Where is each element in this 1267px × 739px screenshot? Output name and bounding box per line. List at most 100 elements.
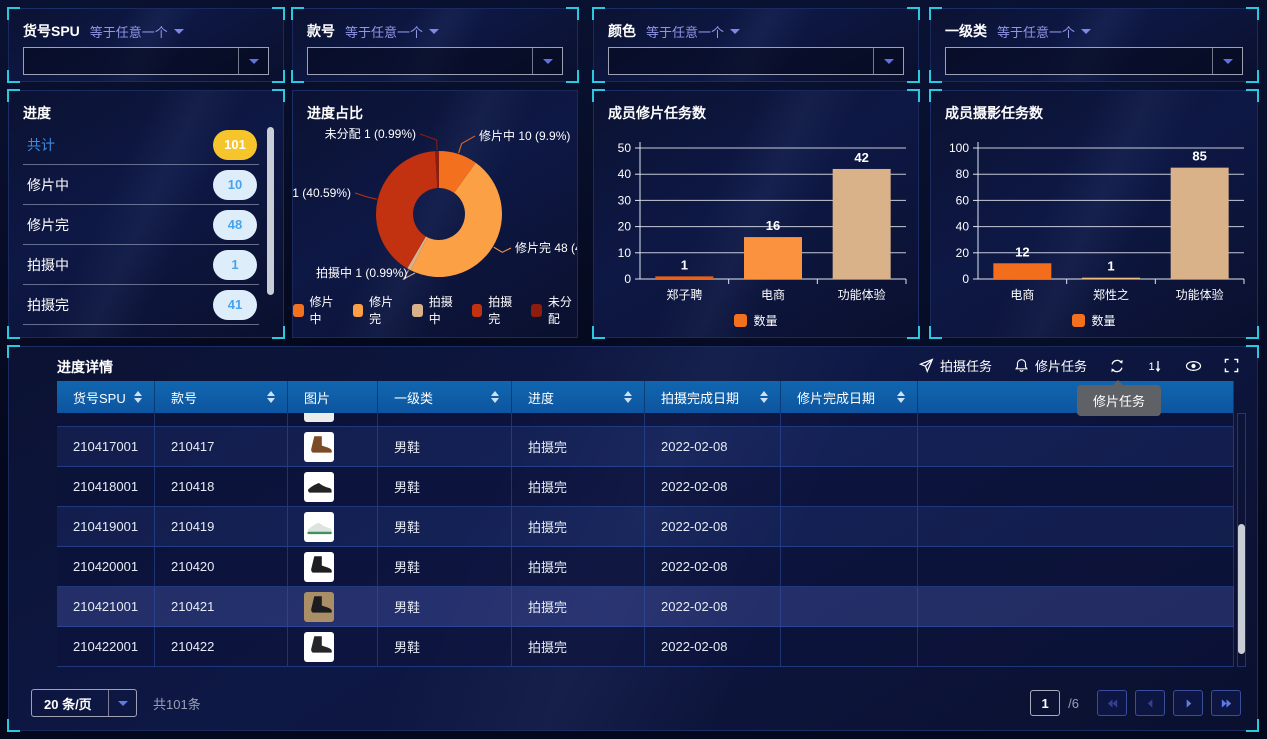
table-cell: 拍摄完 [512, 547, 645, 586]
pie-label: 修片中 10 (9.9%) [479, 128, 570, 143]
legend-item[interactable]: 拍摄中 [412, 293, 458, 327]
column-header[interactable]: 货号SPU [57, 381, 155, 413]
column-header[interactable]: 进度 [512, 381, 645, 413]
product-image[interactable] [304, 631, 334, 662]
pie-slice[interactable] [376, 151, 438, 269]
table-row[interactable]: 210422001 210422 男鞋 拍摄完 2022-02-08 [57, 627, 1234, 667]
sort-icon[interactable]: 1 [1147, 358, 1163, 374]
bar[interactable] [744, 237, 802, 279]
legend-swatch-icon [531, 303, 542, 317]
column-header[interactable]: 拍摄完成日期 [645, 381, 781, 413]
style-filter-select[interactable] [307, 47, 563, 75]
table-cell [918, 627, 1234, 666]
filter-panel-color: 颜色 等于任意一个 [592, 7, 920, 83]
table-row-partial[interactable] [57, 413, 1234, 427]
fullscreen-icon[interactable] [1224, 358, 1239, 373]
page-size-select[interactable]: 20 条/页 [31, 689, 137, 717]
table-row[interactable]: 210419001 210419 男鞋 拍摄完 2022-02-08 [57, 507, 1234, 547]
bar[interactable] [993, 263, 1052, 279]
filter-operator[interactable]: 等于任意一个 [345, 22, 440, 41]
pie-slice[interactable] [439, 151, 476, 193]
select-arrow[interactable] [108, 690, 136, 716]
table-scrollbar-track[interactable] [1237, 413, 1246, 667]
shoot-task-button[interactable]: 拍摄任务 [918, 356, 992, 375]
last-page-button[interactable] [1211, 690, 1241, 716]
legend-item[interactable]: 数量 [1072, 312, 1116, 329]
color-filter-select[interactable] [608, 47, 904, 75]
sort-arrows-icon[interactable] [760, 391, 768, 403]
progress-item-retouched[interactable]: 修片完 48 [23, 205, 259, 245]
select-arrow[interactable] [532, 48, 562, 74]
pie-label: 未分配 1 (0.99%) [325, 127, 416, 141]
bar[interactable] [1170, 167, 1229, 279]
retouch-tasks-bar-chart[interactable]: 0 10 20 30 40 50 1 郑子聘 16 电商 42 功能体验 [594, 121, 920, 321]
pie-slice[interactable] [435, 151, 439, 189]
refresh-icon[interactable] [1109, 358, 1125, 374]
pagination: 1 /6 [1030, 690, 1241, 716]
product-image[interactable] [304, 511, 334, 542]
filter-operator[interactable]: 等于任意一个 [90, 22, 184, 41]
legend-item[interactable]: 数量 [734, 312, 778, 329]
bar-value-label: 42 [854, 150, 868, 165]
table-cell: 拍摄完 [512, 587, 645, 626]
column-header[interactable]: 款号 [155, 381, 288, 413]
legend-swatch-icon [471, 303, 483, 317]
sort-arrows-icon[interactable] [897, 391, 905, 403]
sort-arrows-icon[interactable] [624, 391, 632, 403]
filter-panel-category: 一级类 等于任意一个 [929, 7, 1259, 83]
legend-item[interactable]: 修片中 [293, 293, 339, 327]
progress-pie-chart[interactable]: 修片中 10 (9.9%) 修片完 48 (47.52%) 拍摄中 1 (0.99%… [293, 119, 578, 284]
filter-operator[interactable]: 等于任意一个 [997, 22, 1092, 41]
bar[interactable] [832, 168, 891, 279]
spu-filter-select[interactable] [23, 47, 269, 75]
bar[interactable] [655, 276, 714, 279]
first-page-button[interactable] [1097, 690, 1127, 716]
column-header[interactable]: 修片完成日期 [781, 381, 918, 413]
legend-item[interactable]: 修片完 [352, 293, 399, 327]
prev-page-button[interactable] [1135, 690, 1165, 716]
legend-item[interactable]: 未分配 [531, 293, 577, 327]
filter-operator[interactable]: 等于任意一个 [646, 22, 741, 41]
progress-item-retouching[interactable]: 修片中 10 [23, 165, 259, 205]
x-category-label: 电商 [1010, 287, 1034, 302]
x-category-label: 郑性之 [1093, 287, 1129, 302]
product-image[interactable] [304, 431, 334, 462]
retouch-task-button[interactable]: 修片任务 [1014, 356, 1087, 375]
table-cell [918, 427, 1234, 466]
product-image[interactable] [304, 413, 334, 422]
eye-icon[interactable] [1185, 358, 1202, 374]
select-arrow[interactable] [238, 48, 268, 74]
product-image[interactable] [304, 551, 334, 582]
send-icon [918, 358, 934, 373]
page-number-input[interactable]: 1 [1030, 690, 1061, 716]
sort-arrows-icon[interactable] [491, 391, 499, 403]
product-image[interactable] [304, 471, 334, 502]
photo-tasks-bar-chart[interactable]: 0 20 40 60 80 100 12 电商 1 郑性之 85 功能体验 [931, 121, 1259, 321]
table-row[interactable]: 210418001 210418 男鞋 拍摄完 2022-02-08 [57, 467, 1234, 507]
legend-item[interactable]: 拍摄完 [471, 293, 518, 327]
table-row[interactable]: 210420001 210420 男鞋 拍摄完 2022-02-08 [57, 547, 1234, 587]
table-scrollbar-thumb[interactable] [1238, 524, 1245, 654]
select-arrow[interactable] [1212, 48, 1242, 74]
select-arrow[interactable] [873, 48, 903, 74]
sort-arrows-icon[interactable] [267, 391, 275, 403]
table-cell: 男鞋 [378, 627, 512, 666]
list-scrollbar[interactable] [267, 127, 274, 295]
progress-item-shot[interactable]: 拍摄完 41 [23, 285, 259, 325]
sort-arrows-icon[interactable] [134, 391, 142, 403]
pie-slice[interactable] [410, 162, 503, 278]
table-row[interactable]: 210417001 210417 男鞋 拍摄完 2022-02-08 [57, 427, 1234, 467]
progress-item-shooting[interactable]: 拍摄中 1 [23, 245, 259, 285]
next-page-button[interactable] [1173, 690, 1203, 716]
pie-slice[interactable] [407, 236, 428, 271]
photo-tasks-panel: 成员摄影任务数 0 20 40 60 80 100 12 电商 1 郑性之 85 功能体验 数量 [929, 89, 1259, 339]
image-cell [288, 507, 378, 546]
chevron-down-icon [730, 28, 741, 39]
bar[interactable] [1082, 277, 1140, 280]
legend-swatch-icon [293, 303, 304, 317]
progress-item-total[interactable]: 共计 101 [23, 125, 259, 165]
category-filter-select[interactable] [945, 47, 1243, 75]
table-row[interactable]: 210421001 210421 男鞋 拍摄完 2022-02-08 [57, 587, 1234, 627]
column-header[interactable]: 一级类 [378, 381, 512, 413]
product-image[interactable] [304, 591, 334, 622]
